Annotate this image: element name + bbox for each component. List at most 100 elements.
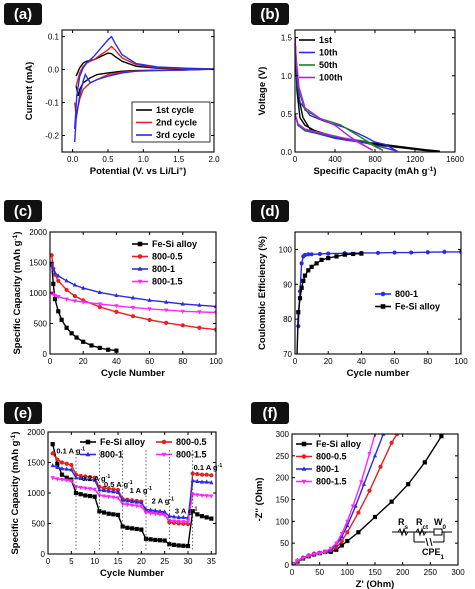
y-tick-label: 500: [32, 520, 46, 529]
x-tick-label: 15: [114, 557, 123, 566]
series-line-fe-si-alloy: [51, 263, 117, 352]
plot-frame: [61, 29, 215, 153]
data-point: [73, 485, 79, 490]
resistor-rct: [415, 527, 427, 537]
legend-marker: [161, 439, 167, 445]
data-point: [204, 515, 209, 520]
legend-item: 800-1: [296, 464, 339, 474]
data-point: [295, 559, 300, 564]
x-tick-label: 20: [324, 357, 333, 366]
data-point: [89, 343, 94, 348]
data-point: [55, 477, 60, 482]
y-tick-label: -0.1: [45, 99, 59, 108]
data-point: [81, 300, 86, 305]
legend-item: Fe-Si alloy: [375, 302, 440, 312]
data-point: [111, 495, 116, 500]
data-point: [52, 270, 58, 275]
rate-label: 3 A g-1: [175, 507, 198, 516]
data-point: [162, 538, 167, 543]
data-point: [204, 494, 209, 499]
data-point: [209, 473, 214, 478]
x-axis-label: Potential (V. vs Li/Li+): [90, 166, 186, 178]
data-point: [153, 512, 158, 517]
data-point: [115, 512, 121, 518]
y-tick-label: 250: [276, 452, 290, 461]
legend-label: 800-1: [152, 264, 175, 274]
data-point: [130, 314, 136, 319]
data-point: [64, 287, 69, 293]
legend-item: Fe-Si alloy: [296, 439, 361, 449]
data-point: [114, 348, 119, 353]
data-point: [52, 297, 58, 302]
y-axis-label: Specific Capacity (mAh g-1): [12, 231, 24, 354]
panel-tag-bg: [251, 3, 289, 25]
legend-marker: [301, 479, 307, 485]
panel-tag-bg: [4, 402, 42, 424]
data-point: [106, 488, 111, 493]
plot-frame: [294, 231, 462, 355]
data-point: [51, 292, 56, 297]
data-point: [199, 479, 205, 484]
x-tick-label: 20: [79, 357, 88, 366]
x-tick-label: 30: [184, 557, 193, 566]
series-layer: [50, 442, 214, 549]
data-point: [164, 308, 169, 313]
data-point: [406, 482, 411, 487]
data-point: [72, 299, 77, 304]
data-point: [111, 512, 116, 517]
data-point: [195, 478, 200, 484]
x-axis-label: Cycle number: [347, 368, 410, 379]
data-point: [323, 550, 328, 555]
x-axis-label: Z' (Ohm): [356, 579, 395, 589]
legend-label: 3rd cycle: [156, 130, 195, 140]
y-tick-label: 90: [283, 280, 292, 289]
data-point: [334, 541, 339, 546]
data-point: [92, 494, 97, 499]
y-tick-label: 0.5: [281, 110, 293, 119]
data-point: [56, 273, 61, 278]
data-point: [139, 504, 144, 510]
data-point: [339, 531, 344, 537]
panel-tag-label: (f): [263, 405, 278, 422]
data-point: [97, 304, 102, 310]
x-tick-label: 0.5: [102, 155, 114, 164]
panel-tag-bg: [251, 402, 289, 424]
legend-label: Fe-Si alloy: [395, 302, 440, 312]
data-point: [59, 460, 65, 465]
data-point: [190, 478, 195, 483]
data-point: [115, 496, 121, 501]
x-tick-label: 40: [357, 357, 366, 366]
data-point: [389, 440, 394, 445]
data-point: [171, 542, 177, 547]
legend-item: 1st cycle: [136, 105, 194, 115]
legend-label: 100th: [319, 73, 343, 83]
legend-label: 800-1: [100, 450, 123, 460]
x-axis-label: Cycle Number: [101, 368, 165, 379]
legend-item: Fe-Si alloy: [80, 437, 145, 447]
data-point: [125, 525, 130, 530]
data-point: [299, 261, 304, 266]
data-point: [59, 472, 65, 477]
data-point: [334, 547, 339, 552]
legend-label: 1st cycle: [156, 105, 194, 115]
data-point: [69, 467, 74, 472]
data-point: [106, 495, 111, 500]
data-point: [72, 293, 77, 299]
data-point: [147, 297, 152, 302]
resistor-rs: [397, 527, 409, 537]
data-point: [197, 310, 202, 315]
y-tick-label: 1000: [29, 289, 47, 298]
data-point: [350, 504, 355, 509]
data-point: [157, 512, 163, 517]
data-point: [180, 323, 185, 328]
data-point: [356, 510, 361, 515]
legend-label: 800-1: [316, 464, 339, 474]
cpe-plate: [425, 537, 429, 547]
legend-marker: [85, 451, 91, 457]
legend-item: 800-1: [375, 289, 418, 299]
data-point: [171, 519, 177, 524]
data-point: [69, 331, 74, 336]
data-point: [171, 514, 177, 519]
data-point: [314, 261, 319, 266]
